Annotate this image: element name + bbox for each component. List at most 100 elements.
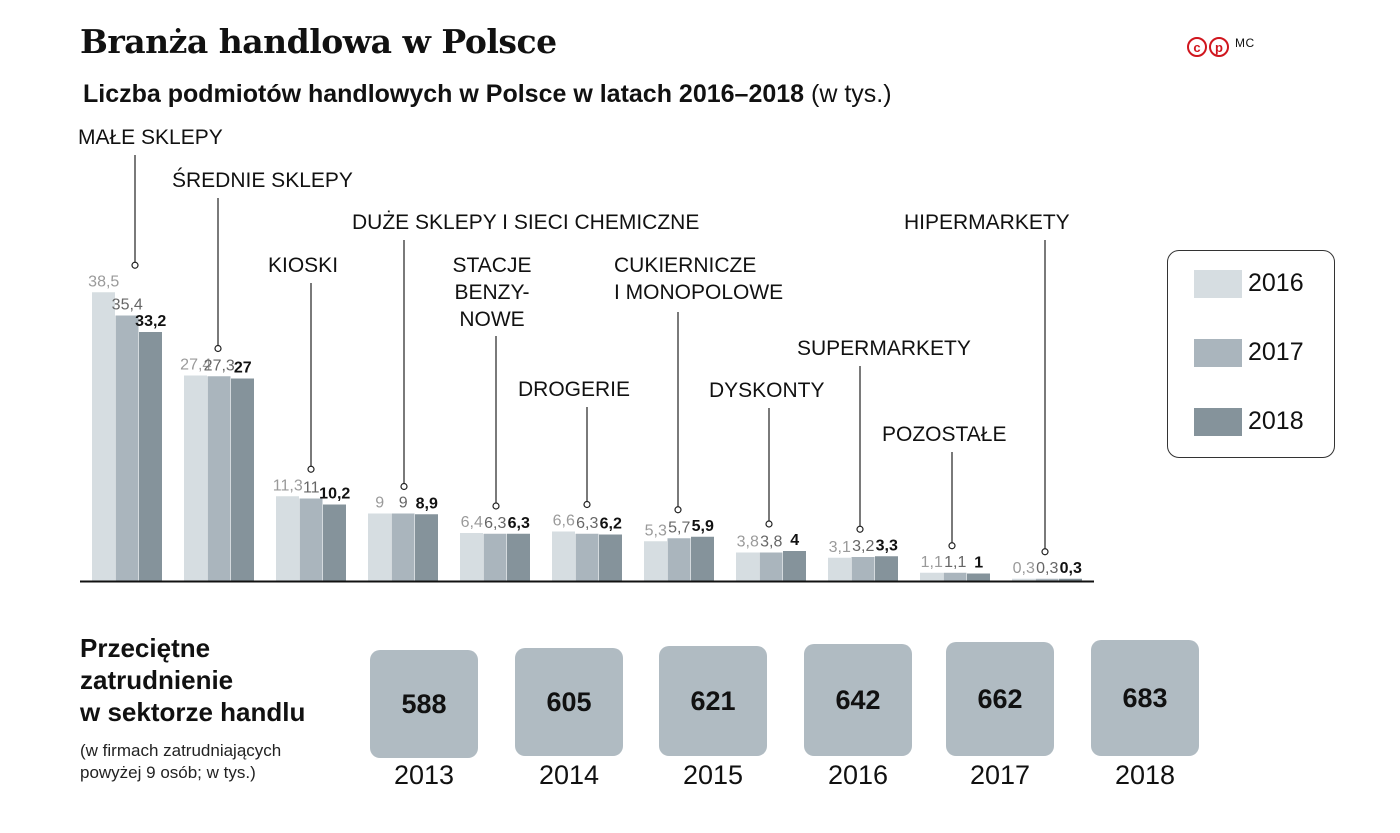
data-label-2017: 6,3	[576, 515, 598, 532]
bar-2018	[415, 514, 438, 581]
bar-2017	[115, 315, 139, 581]
category-label: CUKIERNICZE I MONOPOLOWE	[614, 254, 783, 304]
employment-year: 2016	[827, 760, 889, 790]
legend-swatch-2016	[1194, 269, 1242, 298]
data-label-2016: 11,3	[273, 477, 303, 494]
leader-dot	[1041, 548, 1049, 556]
legend-label-2017: 2017	[1248, 338, 1304, 366]
employment-note: (w firmach zatrudniających powyżej 9 osó…	[80, 740, 281, 784]
data-label-2018: 8,9	[416, 495, 438, 512]
employment-note-line: (w firmach zatrudniających	[80, 741, 282, 760]
bar-2018	[599, 534, 622, 581]
data-label-2016: 1,1	[921, 554, 943, 571]
category-label-line: SUPERMARKETY	[797, 337, 971, 360]
data-label-2018: 33,2	[135, 313, 166, 330]
employment-value-box: 588	[370, 650, 478, 758]
category-label-line: CUKIERNICZE	[614, 254, 756, 277]
data-label-2018: 4	[790, 532, 799, 549]
subtitle-unit: (w tys.)	[811, 80, 892, 108]
bar-2016	[1012, 578, 1035, 581]
page-title: Branża handlowa w Polsce	[80, 22, 557, 61]
category-label: DYSKONTY	[709, 379, 825, 402]
category-label-line: DYSKONTY	[709, 379, 825, 402]
leader-dot	[492, 502, 500, 510]
data-label-2018: 0,3	[1060, 560, 1082, 577]
employment-year: 2018	[1114, 760, 1176, 790]
employment-year: 2017	[969, 760, 1031, 790]
category-label-line: ŚREDNIE SKLEPY	[172, 168, 353, 192]
bar-2017	[851, 557, 875, 581]
bar-2016	[644, 541, 667, 581]
data-label-2016: 3,8	[737, 534, 759, 551]
bar-2017	[759, 552, 783, 581]
bar-2016	[368, 513, 391, 581]
logo-c-icon: c	[1187, 37, 1207, 57]
data-label-2018: 5,9	[692, 518, 714, 535]
bar-2016	[552, 531, 575, 581]
data-label-2016: 5,3	[645, 522, 667, 539]
legend-label-2016: 2016	[1248, 269, 1304, 297]
leader-dot	[948, 542, 956, 550]
bar-2018	[507, 533, 530, 581]
legend-item-2016: 2016	[1194, 269, 1304, 298]
data-label-2017: 35,4	[112, 297, 143, 314]
data-label-2017: 6,3	[484, 515, 506, 532]
category-label: POZOSTAŁE	[882, 423, 1006, 446]
employment-note-line: powyżej 9 osób; w tys.)	[80, 763, 256, 782]
category-label-line: POZOSTAŁE	[882, 423, 1006, 446]
category-label-line: STACJE	[453, 254, 532, 277]
data-label-2018: 3,3	[876, 537, 898, 554]
employment-value-box: 642	[804, 644, 912, 756]
bar-2017	[943, 572, 967, 581]
bar-2016	[736, 552, 759, 581]
bar-2016	[828, 557, 851, 581]
employment-year: 2013	[393, 760, 455, 790]
data-label-2017: 1,1	[944, 554, 966, 571]
bar-2018	[1059, 578, 1082, 581]
data-label-2016: 9	[375, 495, 384, 512]
bar-2017	[575, 533, 599, 581]
category-label: ŚREDNIE SKLEPY	[172, 168, 353, 192]
category-label: DUŻE SKLEPY I SIECI CHEMICZNE	[352, 211, 699, 234]
bar-2017	[483, 533, 507, 581]
bar-2017	[1035, 578, 1059, 581]
data-label-2017: 0,3	[1036, 560, 1058, 577]
bar-2017	[207, 376, 231, 581]
bar-2018	[967, 573, 990, 581]
employment-value-box: 605	[515, 648, 623, 756]
data-label-2016: 6,4	[461, 514, 483, 531]
category-label: HIPERMARKETY	[904, 211, 1070, 234]
bar-2016	[920, 572, 943, 581]
category-label-line: I MONOPOLOWE	[614, 281, 783, 304]
data-label-2018: 6,3	[508, 515, 530, 532]
bar-2016	[92, 292, 115, 581]
data-label-2018: 1	[974, 555, 983, 572]
data-label-2018: 6,2	[600, 516, 622, 533]
leader-dot	[765, 520, 773, 528]
data-label-2016: 6,6	[553, 513, 575, 530]
category-label-line: NOWE	[459, 308, 524, 331]
legend-label-2018: 2018	[1248, 407, 1304, 435]
bar-2017	[391, 513, 415, 581]
category-label-line: KIOSKI	[268, 254, 338, 277]
employment-title: Przeciętne zatrudnienie w sektorze handl…	[80, 632, 305, 728]
legend-item-2017: 2017	[1194, 338, 1304, 367]
legend-item-2018: 2018	[1194, 407, 1304, 436]
leader-dot	[131, 261, 139, 269]
subtitle-text: Liczba podmiotów handlowych w Polsce w l…	[83, 80, 805, 108]
bar-2018	[783, 551, 806, 581]
employment-value-box: 621	[659, 646, 767, 756]
chart-subtitle: Liczba podmiotów handlowych w Polsce w l…	[83, 80, 892, 109]
data-label-2017: 11	[303, 480, 320, 497]
data-label-2018: 27	[234, 360, 252, 377]
data-label-2016: 27,4	[180, 357, 211, 374]
data-label-2017: 3,8	[760, 534, 782, 551]
bar-2017	[299, 498, 323, 581]
leader-dot	[856, 525, 864, 533]
bar-2018	[323, 504, 346, 581]
logo-mc: MC	[1235, 36, 1255, 50]
category-label-line: DUŻE SKLEPY I SIECI CHEMICZNE	[352, 211, 699, 234]
employment-year: 2014	[538, 760, 600, 790]
category-label-line: HIPERMARKETY	[904, 211, 1070, 234]
bar-2016	[460, 533, 483, 581]
